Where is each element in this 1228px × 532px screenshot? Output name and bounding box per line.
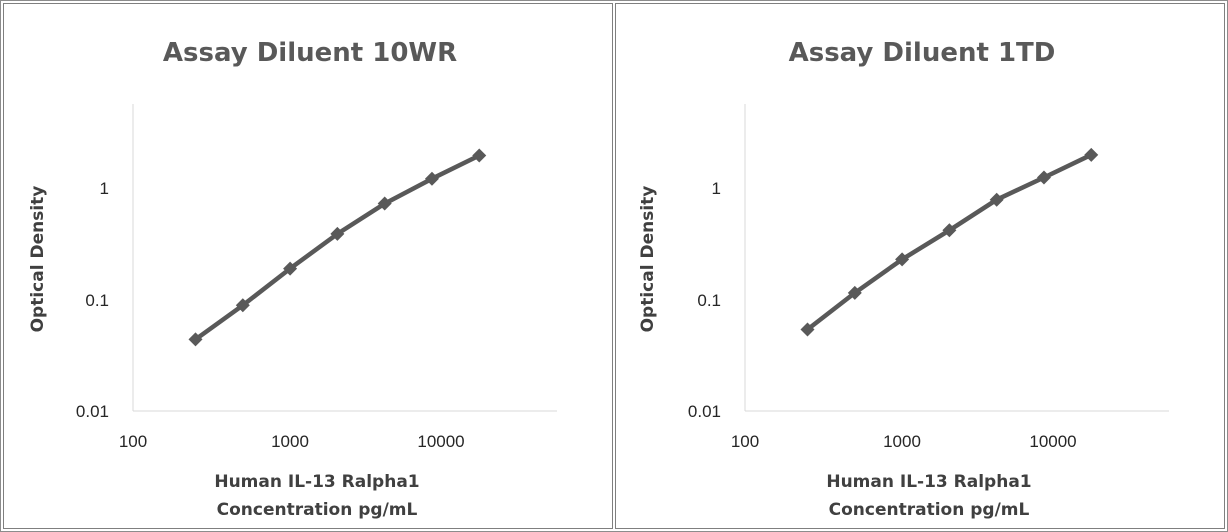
y-tick-label: 1 — [712, 179, 721, 198]
x-axis-label-line-1: Human IL-13 Ralpha1 — [826, 472, 1031, 492]
y-axis-label: Optical Density — [638, 186, 658, 333]
chart-title: Assay Diluent 10WR — [163, 38, 457, 68]
data-point-marker — [188, 332, 203, 347]
x-tick-label: 1000 — [271, 432, 309, 451]
y-tick-label: 0.01 — [688, 402, 721, 421]
x-tick-label: 1000 — [883, 432, 921, 451]
y-tick-label: 0.1 — [697, 291, 721, 310]
data-point-marker — [377, 196, 392, 211]
data-point-marker — [472, 148, 487, 163]
data-point-marker — [424, 171, 439, 186]
y-tick-label: 0.01 — [76, 402, 109, 421]
series-line — [194, 153, 481, 342]
x-tick-label: 100 — [731, 432, 759, 451]
series-markers — [800, 147, 1099, 337]
y-tick-label: 0.1 — [85, 291, 109, 310]
chart-panel-2: Assay Diluent 1TD 0.01 0.1 1 100 1000 10… — [615, 3, 1225, 529]
data-point-marker — [283, 261, 298, 276]
data-point-marker — [1084, 147, 1099, 162]
x-axis-label-line-2: Concentration pg/mL — [829, 500, 1030, 520]
x-axis-label-line-1: Human IL-13 Ralpha1 — [214, 472, 419, 492]
data-point-marker — [989, 192, 1004, 207]
series-markers — [188, 148, 487, 347]
chart-1: Assay Diluent 10WR 0.01 0.1 1 100 1000 1… — [28, 38, 557, 520]
chart-2: Assay Diluent 1TD 0.01 0.1 1 100 1000 10… — [638, 38, 1169, 520]
data-point-marker — [1036, 170, 1051, 185]
data-point-marker — [800, 322, 815, 337]
data-point-marker — [942, 223, 957, 238]
x-tick-label: 100 — [119, 432, 147, 451]
x-tick-label: 10000 — [417, 432, 464, 451]
y-axis-label: Optical Density — [28, 186, 48, 333]
data-point-marker — [235, 298, 250, 313]
chart-title: Assay Diluent 1TD — [789, 38, 1056, 68]
data-point-marker — [895, 252, 910, 267]
y-tick-label: 1 — [100, 179, 109, 198]
series-line — [806, 152, 1093, 332]
chart-panel-1: Assay Diluent 10WR 0.01 0.1 1 100 1000 1… — [3, 3, 613, 529]
data-point-marker — [847, 285, 862, 300]
x-tick-label: 10000 — [1029, 432, 1076, 451]
x-axis-label-line-2: Concentration pg/mL — [217, 500, 418, 520]
data-point-marker — [330, 226, 345, 241]
